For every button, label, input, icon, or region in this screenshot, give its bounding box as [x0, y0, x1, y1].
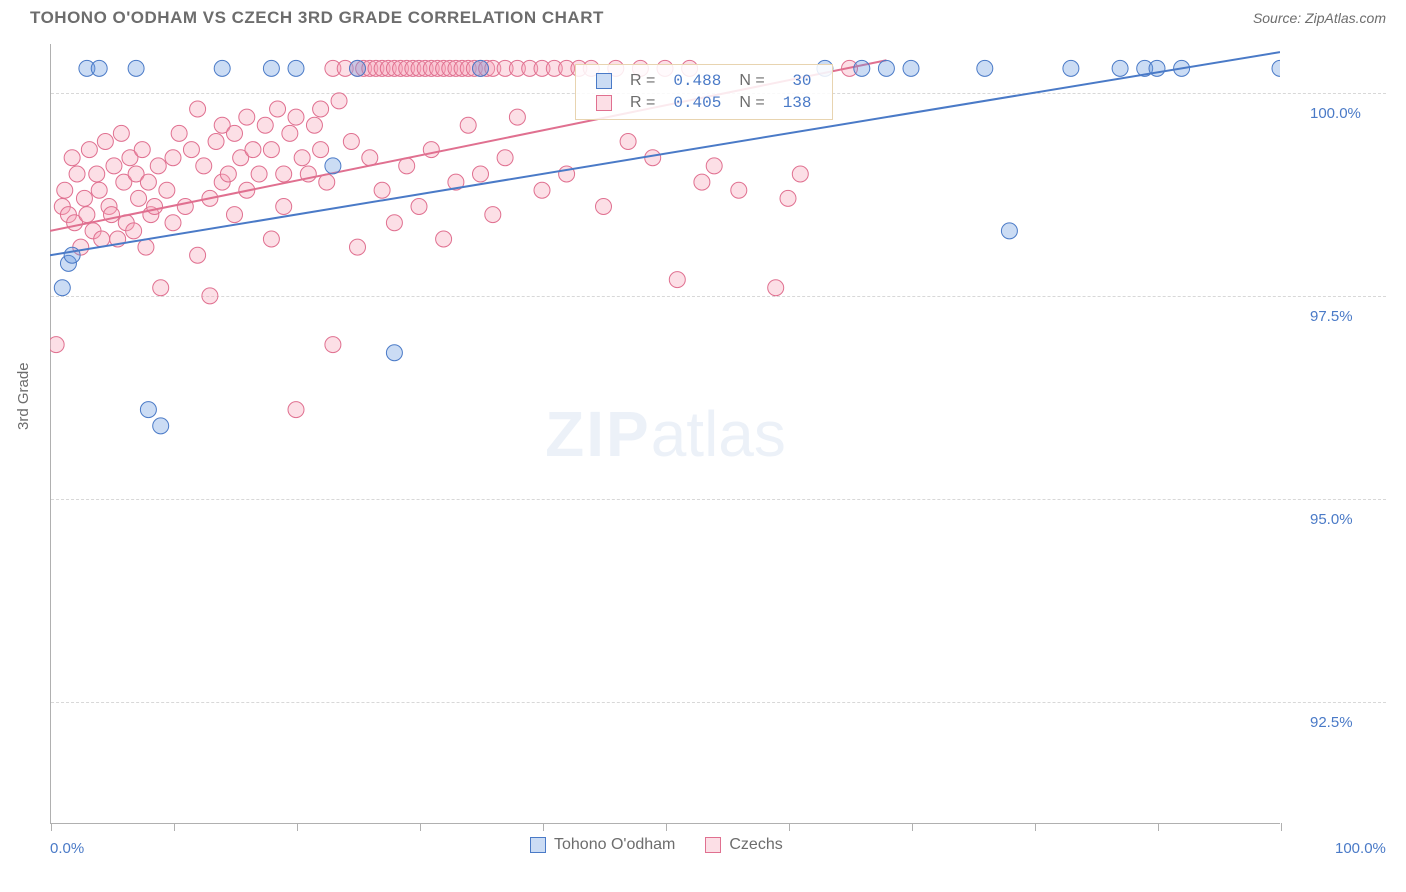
x-max-label: 100.0% [1335, 840, 1386, 857]
chart-title: TOHONO O'ODHAM VS CZECH 3RD GRADE CORREL… [30, 8, 604, 28]
legend-swatch [705, 837, 721, 853]
source-citation: Source: ZipAtlas.com [1253, 10, 1386, 26]
plot-container: ZIPatlas 92.5%95.0%97.5%100.0%0.0%100.0%… [50, 44, 1280, 824]
x-tick [297, 823, 298, 831]
x-tick [543, 823, 544, 831]
x-tick [789, 823, 790, 831]
x-min-label: 0.0% [50, 840, 84, 857]
legend-item: Czechs [705, 836, 782, 854]
legend-swatch [596, 73, 612, 89]
watermark-zip: ZIP [545, 398, 651, 470]
chart-header: TOHONO O'ODHAM VS CZECH 3RD GRADE CORREL… [0, 0, 1406, 32]
legend-swatch [530, 837, 546, 853]
legend-item: Tohono O'odham [530, 836, 675, 854]
watermark: ZIPatlas [545, 397, 786, 471]
x-tick [1281, 823, 1282, 831]
y-tick-label: 92.5% [1310, 714, 1353, 731]
x-tick [174, 823, 175, 831]
legend-swatch [596, 95, 612, 111]
y-tick-label: 100.0% [1310, 105, 1361, 122]
plot-area: ZIPatlas [50, 44, 1280, 824]
legend-n-value: 138 [775, 93, 820, 113]
legend-r-value: 0.488 [665, 71, 729, 91]
source-name: ZipAtlas.com [1305, 10, 1386, 26]
series-legend: Tohono O'odham Czechs [530, 836, 783, 854]
legend-n-value: 30 [775, 71, 820, 91]
y-tick-label: 97.5% [1310, 308, 1353, 325]
x-tick [912, 823, 913, 831]
correlation-legend: R =0.488N =30 R =0.405N =138 [575, 64, 833, 120]
gridline [51, 702, 1386, 703]
legend-n-label: N = [731, 71, 772, 91]
x-tick [1158, 823, 1159, 831]
legend-series-label: Tohono O'odham [554, 836, 675, 854]
legend-n-label: N = [731, 93, 772, 113]
x-tick [51, 823, 52, 831]
legend-r-label: R = [622, 71, 663, 91]
source-prefix: Source: [1253, 10, 1305, 26]
watermark-atlas: atlas [651, 398, 786, 470]
legend-series-label: Czechs [729, 836, 782, 854]
x-tick [1035, 823, 1036, 831]
y-axis-label: 3rd Grade [15, 362, 32, 430]
x-tick [420, 823, 421, 831]
legend-r-label: R = [622, 93, 663, 113]
legend-r-value: 0.405 [665, 93, 729, 113]
gridline [51, 296, 1386, 297]
x-tick [666, 823, 667, 831]
y-tick-label: 95.0% [1310, 511, 1353, 528]
gridline [51, 499, 1386, 500]
